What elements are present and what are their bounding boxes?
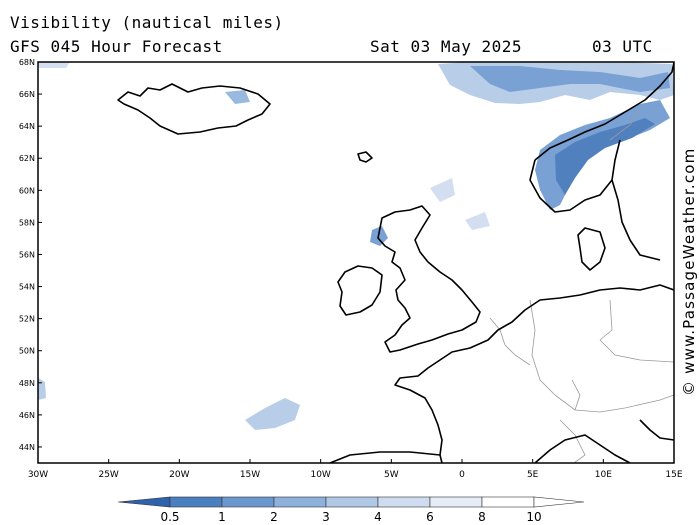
forecast-subtitle: GFS 045 Hour Forecast [10,37,223,56]
map-frame [37,61,675,464]
legend-swatch [429,496,483,508]
legend-label: 3 [322,510,330,524]
lat-label: 48N [19,379,35,388]
lat-label: 64N [19,122,35,131]
coast-italy [639,419,674,441]
legend-label: 0.5 [160,510,179,524]
lon-label: 5W [384,470,399,480]
coast-continent [394,284,674,463]
legend-label: 4 [374,510,382,524]
visibility-patch-biscay [245,398,300,430]
lat-label: 46N [19,411,35,420]
legend-label: 1 [218,510,226,524]
legend-arrow-right [533,496,585,508]
map-title: Visibility (nautical miles) [10,13,284,32]
lon-label: 5E [527,470,539,480]
lat-label: 58N [19,218,35,227]
lat-label: 68N [19,58,35,67]
legend-swatch [377,496,431,508]
legend-swatch [169,496,223,508]
forecast-time: 03 UTC [592,37,653,56]
coast-faroe [357,151,373,163]
lat-label: 52N [19,315,35,324]
lon-label: 10W [310,470,330,480]
coast-mediterranean [534,434,631,463]
legend-swatch [221,496,275,508]
lon-label: 20W [169,470,189,480]
lat-label: 62N [19,154,35,163]
coast-iberia-north [329,451,441,463]
lon-label: 0 [459,470,465,480]
lat-label: 54N [19,283,35,292]
coastlines [117,62,674,463]
legend-swatch [273,496,327,508]
legend-label: 6 [426,510,434,524]
lon-label: 10E [595,470,612,480]
longitude-labels: 30W 25W 20W 15W 10W 5W 0 5E 10E 15E [28,470,683,480]
visibility-shading [38,62,674,430]
legend-arrow-left [117,496,171,508]
passageweather-credit: © www.PassageWeather.com [680,147,698,396]
coast-iceland [117,83,271,135]
lon-label: 15W [240,470,260,480]
latitude-labels: 68N 66N 64N 62N 60N 58N 56N 54N 52N 50N 48N 46N 44N [19,58,35,452]
coast-denmark [577,227,606,271]
visibility-patch-norway-inner [555,118,655,195]
visibility-patch-north-atlantic [430,178,455,202]
country-borders [489,109,674,463]
visibility-legend: 0.5 1 2 3 4 6 8 10 [117,496,585,524]
visibility-patch-north-sea [465,212,490,230]
coast-norway [529,62,674,213]
visibility-patch-iceland [225,90,250,104]
visibility-patch-biscay-west [38,378,46,400]
lon-label: 30W [28,470,48,480]
lat-label: 44N [19,443,35,452]
map-area [38,62,674,463]
coast-ireland [337,265,383,316]
lat-label: 60N [19,186,35,195]
coast-great-britain [377,205,481,353]
lon-label: 15E [665,470,682,480]
coast-sweden-west [611,179,661,261]
lon-label: 25W [98,470,118,480]
visibility-patch-top-left [38,62,70,68]
forecast-date: Sat 03 May 2025 [370,37,522,56]
map-ticks [37,61,675,463]
lat-label: 56N [19,250,35,259]
legend-label: 2 [270,510,278,524]
lat-label: 66N [19,90,35,99]
legend-swatch [481,496,535,508]
lat-label: 50N [19,347,35,356]
legend-label: 8 [478,510,486,524]
legend-label: 10 [526,510,541,524]
legend-swatch [325,496,379,508]
visibility-patch-norwegian-sea-core [470,66,670,92]
